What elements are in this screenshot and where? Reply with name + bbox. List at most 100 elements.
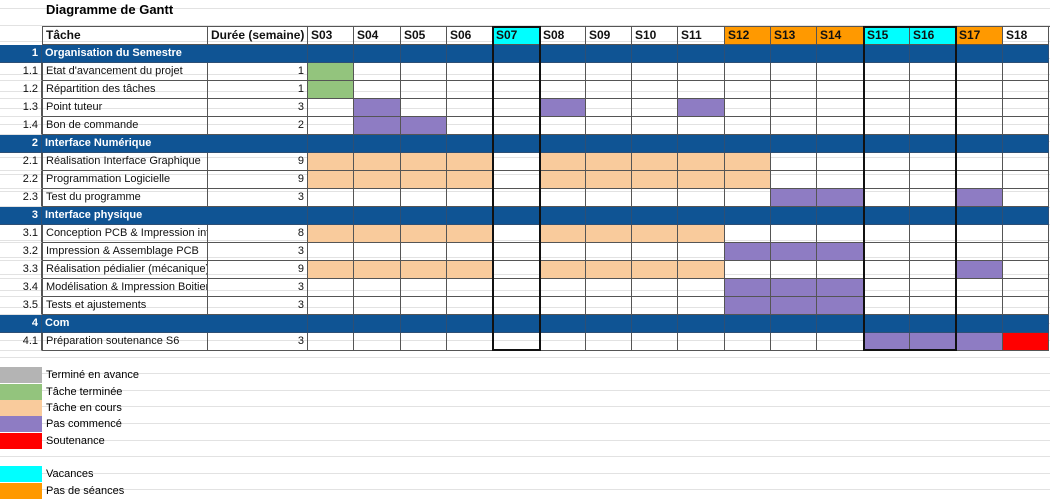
gantt-cell[interactable]	[632, 189, 678, 207]
gantt-cell[interactable]	[956, 243, 1003, 261]
gantt-cell-en-cours[interactable]	[725, 171, 771, 189]
gantt-cell[interactable]	[632, 333, 678, 351]
gantt-cell-en-cours[interactable]	[540, 153, 586, 171]
gantt-cell[interactable]	[678, 189, 725, 207]
gantt-cell[interactable]	[956, 279, 1003, 297]
gantt-cell[interactable]	[771, 225, 817, 243]
gantt-cell[interactable]	[447, 81, 493, 99]
task-name[interactable]: Impression & Assemblage PCB	[42, 243, 208, 261]
gantt-cell[interactable]	[910, 117, 956, 135]
gantt-cell[interactable]	[956, 63, 1003, 81]
gantt-cell[interactable]	[864, 63, 910, 81]
gantt-cell-en-cours[interactable]	[354, 261, 401, 279]
gantt-cell[interactable]	[401, 279, 447, 297]
gantt-cell[interactable]	[910, 261, 956, 279]
gantt-cell[interactable]	[493, 189, 540, 207]
gantt-cell-pas-commence[interactable]	[771, 279, 817, 297]
gantt-cell[interactable]	[956, 117, 1003, 135]
gantt-cell[interactable]	[817, 171, 864, 189]
gantt-cell[interactable]	[586, 99, 632, 117]
gantt-cell[interactable]	[910, 225, 956, 243]
gantt-cell[interactable]	[864, 171, 910, 189]
gantt-cell[interactable]	[864, 297, 910, 315]
gantt-cell[interactable]	[817, 333, 864, 351]
gantt-cell[interactable]	[956, 153, 1003, 171]
gantt-cell[interactable]	[493, 81, 540, 99]
gantt-cell[interactable]	[1003, 189, 1049, 207]
gantt-cell-pas-commence[interactable]	[771, 243, 817, 261]
gantt-cell[interactable]	[447, 189, 493, 207]
gantt-cell-pas-commence[interactable]	[817, 243, 864, 261]
gantt-cell-pas-commence[interactable]	[725, 243, 771, 261]
gantt-cell[interactable]	[864, 117, 910, 135]
gantt-cell[interactable]	[401, 99, 447, 117]
gantt-cell[interactable]	[354, 63, 401, 81]
gantt-cell[interactable]	[308, 99, 354, 117]
gantt-cell[interactable]	[632, 279, 678, 297]
gantt-cell[interactable]	[586, 81, 632, 99]
gantt-cell[interactable]	[354, 81, 401, 99]
task-duration[interactable]: 9	[208, 171, 308, 189]
gantt-cell[interactable]	[493, 297, 540, 315]
gantt-cell[interactable]	[1003, 171, 1049, 189]
gantt-cell[interactable]	[817, 153, 864, 171]
gantt-cell[interactable]	[678, 279, 725, 297]
gantt-cell[interactable]	[864, 279, 910, 297]
task-duration[interactable]: 3	[208, 297, 308, 315]
gantt-cell[interactable]	[540, 333, 586, 351]
gantt-cell[interactable]	[910, 243, 956, 261]
gantt-cell[interactable]	[864, 261, 910, 279]
gantt-cell-en-cours[interactable]	[447, 261, 493, 279]
gantt-cell[interactable]	[678, 297, 725, 315]
gantt-cell[interactable]	[493, 153, 540, 171]
gantt-cell[interactable]	[401, 243, 447, 261]
gantt-cell[interactable]	[586, 297, 632, 315]
task-name[interactable]: Préparation soutenance S6	[42, 333, 208, 351]
gantt-cell[interactable]	[493, 279, 540, 297]
gantt-cell[interactable]	[910, 297, 956, 315]
gantt-cell[interactable]	[910, 171, 956, 189]
gantt-cell-pas-commence[interactable]	[678, 99, 725, 117]
gantt-cell[interactable]	[586, 117, 632, 135]
gantt-cell[interactable]	[910, 189, 956, 207]
gantt-cell-en-cours[interactable]	[354, 225, 401, 243]
gantt-cell-en-cours[interactable]	[540, 261, 586, 279]
gantt-cell-en-cours[interactable]	[354, 153, 401, 171]
task-name[interactable]: Réalisation pédialier (mécanique)	[42, 261, 208, 279]
gantt-cell[interactable]	[401, 81, 447, 99]
gantt-cell-en-cours[interactable]	[632, 171, 678, 189]
gantt-cell[interactable]	[586, 333, 632, 351]
gantt-cell[interactable]	[308, 297, 354, 315]
gantt-cell[interactable]	[864, 225, 910, 243]
task-duration[interactable]: 1	[208, 63, 308, 81]
gantt-cell[interactable]	[864, 99, 910, 117]
gantt-cell[interactable]	[910, 99, 956, 117]
gantt-cell[interactable]	[586, 243, 632, 261]
gantt-cell[interactable]	[493, 63, 540, 81]
gantt-cell[interactable]	[354, 189, 401, 207]
gantt-cell[interactable]	[540, 297, 586, 315]
gantt-cell[interactable]	[632, 81, 678, 99]
task-duration[interactable]: 3	[208, 333, 308, 351]
gantt-cell[interactable]	[632, 117, 678, 135]
gantt-cell-en-cours[interactable]	[586, 153, 632, 171]
gantt-cell-en-cours[interactable]	[401, 225, 447, 243]
gantt-cell-pas-commence[interactable]	[771, 189, 817, 207]
gantt-cell[interactable]	[540, 189, 586, 207]
gantt-cell[interactable]	[1003, 261, 1049, 279]
gantt-cell[interactable]	[817, 225, 864, 243]
gantt-cell-en-cours[interactable]	[308, 171, 354, 189]
gantt-cell[interactable]	[493, 225, 540, 243]
gantt-cell[interactable]	[447, 297, 493, 315]
gantt-cell[interactable]	[632, 63, 678, 81]
task-duration[interactable]: 8	[208, 225, 308, 243]
task-name[interactable]: Tests et ajustements	[42, 297, 208, 315]
task-name[interactable]: Programmation Logicielle	[42, 171, 208, 189]
gantt-cell-en-cours[interactable]	[586, 261, 632, 279]
gantt-cell[interactable]	[632, 297, 678, 315]
gantt-cell[interactable]	[771, 171, 817, 189]
gantt-cell[interactable]	[956, 99, 1003, 117]
gantt-cell[interactable]	[864, 189, 910, 207]
gantt-cell[interactable]	[771, 333, 817, 351]
gantt-cell[interactable]	[632, 99, 678, 117]
